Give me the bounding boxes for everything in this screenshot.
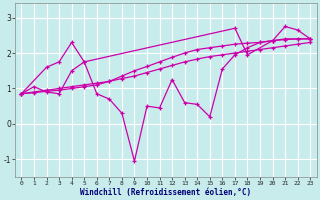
X-axis label: Windchill (Refroidissement éolien,°C): Windchill (Refroidissement éolien,°C)	[80, 188, 252, 197]
